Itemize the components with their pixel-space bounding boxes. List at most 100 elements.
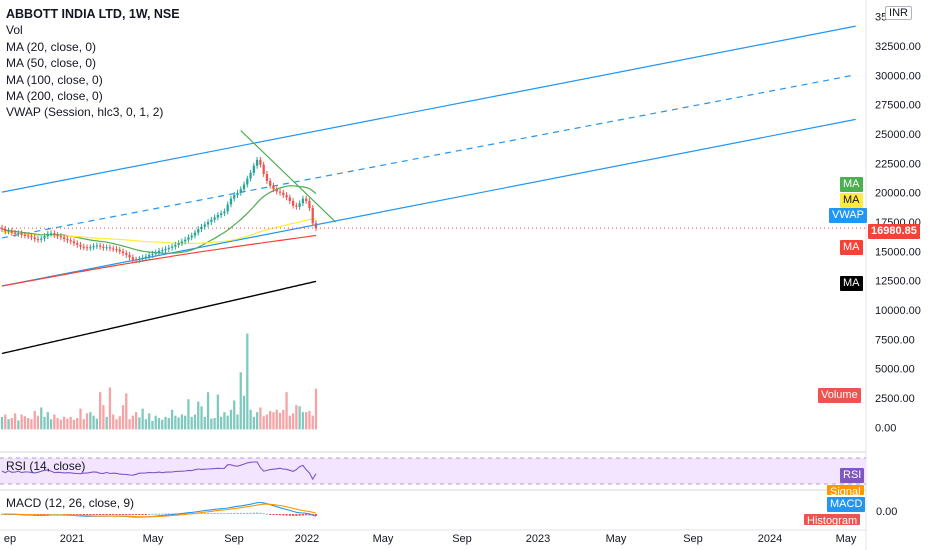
candle-body — [252, 165, 255, 173]
signal-tag: Signal — [827, 485, 864, 495]
candle-body — [13, 232, 17, 234]
price-tick-label: 35 — [875, 12, 887, 24]
volume-bar — [23, 416, 27, 430]
ma50-line — [1, 218, 317, 244]
volume-bar — [40, 407, 43, 430]
candle-body — [213, 217, 216, 220]
histogram-bar — [46, 514, 49, 515]
volume-bar — [242, 395, 246, 430]
volume-bar — [89, 412, 92, 430]
legend-ma200[interactable]: MA (200, close, 0) — [6, 89, 103, 104]
currency-badge[interactable]: INR — [885, 6, 912, 20]
candle-body — [177, 243, 180, 245]
volume-bar — [79, 408, 82, 430]
volume-bar — [262, 416, 265, 430]
histogram-bar — [216, 513, 220, 515]
histogram-bar — [118, 514, 121, 515]
candle-body — [27, 235, 30, 237]
candle-body — [305, 198, 308, 201]
ma20-tag: MA — [840, 177, 863, 192]
price-tick-label: 10000.00 — [875, 305, 921, 317]
candle-body — [291, 200, 295, 206]
price-tick-label: 32500.00 — [875, 41, 921, 53]
histogram-bar — [236, 512, 239, 514]
candle-body — [184, 239, 187, 242]
candle-body — [180, 241, 184, 244]
histogram-bar — [157, 513, 161, 515]
legend-vwap[interactable]: VWAP (Session, hlc3, 0, 1, 2) — [6, 105, 164, 120]
histogram-bar — [49, 513, 53, 515]
rsi-line — [1, 461, 317, 481]
histogram-bar — [131, 514, 134, 515]
candle-body — [167, 247, 170, 250]
candle-body — [242, 184, 246, 190]
candle-body — [43, 236, 46, 239]
macd-label[interactable]: MACD (12, 26, close, 9) — [6, 496, 135, 510]
candle-body — [301, 198, 305, 204]
volume-bar — [66, 418, 69, 430]
histogram-bar — [72, 514, 76, 515]
histogram-bar — [144, 514, 148, 515]
candle-body — [82, 246, 85, 248]
ma100-tag: MA — [840, 240, 863, 255]
candle-body — [262, 164, 265, 174]
volume-bar — [141, 408, 144, 430]
histogram-bar — [151, 513, 154, 515]
histogram-bar — [43, 514, 46, 515]
histogram-bar — [269, 514, 272, 515]
candle-body — [269, 181, 272, 186]
histogram-bar — [148, 513, 151, 515]
volume-bar — [17, 420, 20, 430]
candle-body — [193, 232, 197, 236]
candle-body — [223, 211, 226, 214]
volume-bar — [138, 417, 141, 430]
histogram-bar — [115, 514, 118, 515]
histogram-bar — [197, 513, 200, 515]
volume-bar — [131, 415, 134, 430]
histogram-bar — [255, 512, 259, 514]
volume-bar — [301, 412, 305, 430]
legend-ma100[interactable]: MA (100, close, 0) — [6, 72, 103, 87]
candle-body — [56, 234, 59, 237]
candle-body — [118, 249, 121, 252]
candle-body — [170, 246, 174, 248]
time-tick-label: Sep — [683, 533, 703, 545]
candle-body — [63, 237, 66, 240]
histogram-bar — [203, 513, 206, 515]
ma100-line — [1, 234, 317, 287]
histogram-bar — [249, 512, 252, 514]
histogram-bar — [125, 514, 128, 515]
candle-body — [141, 257, 144, 260]
time-tick-label: May — [836, 533, 857, 545]
volume-bar — [56, 418, 59, 430]
rsi-label[interactable]: RSI (14, close) — [6, 459, 86, 473]
candle-body — [66, 239, 69, 241]
legend-ma20[interactable]: MA (20, close, 0) — [6, 39, 97, 54]
candle-body — [125, 253, 128, 255]
volume-bar — [10, 418, 13, 430]
price-tick-label: 5000.00 — [875, 364, 915, 376]
candle-body — [98, 245, 102, 247]
candle-body — [174, 244, 177, 247]
histogram-bar — [278, 514, 282, 516]
regression-channel — [1, 25, 856, 287]
histogram-bar — [262, 513, 265, 515]
volume-bar — [118, 416, 121, 430]
candle-body — [164, 249, 167, 251]
histogram-bar — [295, 514, 298, 516]
channel-upper-line — [1, 25, 856, 193]
candle-body — [311, 207, 314, 224]
candle-body — [49, 233, 53, 235]
histogram-bar — [112, 514, 115, 515]
volume-bar — [102, 405, 105, 430]
time-axis: ep 2021 May Sep 2022 May Sep 2023 May Sep 2024 May — [4, 533, 857, 545]
volume-bars — [0, 333, 318, 430]
channel-lower-line — [1, 118, 856, 287]
candle-body — [161, 250, 164, 252]
legend-vol[interactable]: Vol — [6, 23, 23, 38]
volume-bar — [108, 387, 112, 430]
volume-bar — [298, 406, 301, 430]
candle-body — [85, 247, 89, 249]
legend-ma50[interactable]: MA (50, close, 0) — [6, 56, 97, 71]
